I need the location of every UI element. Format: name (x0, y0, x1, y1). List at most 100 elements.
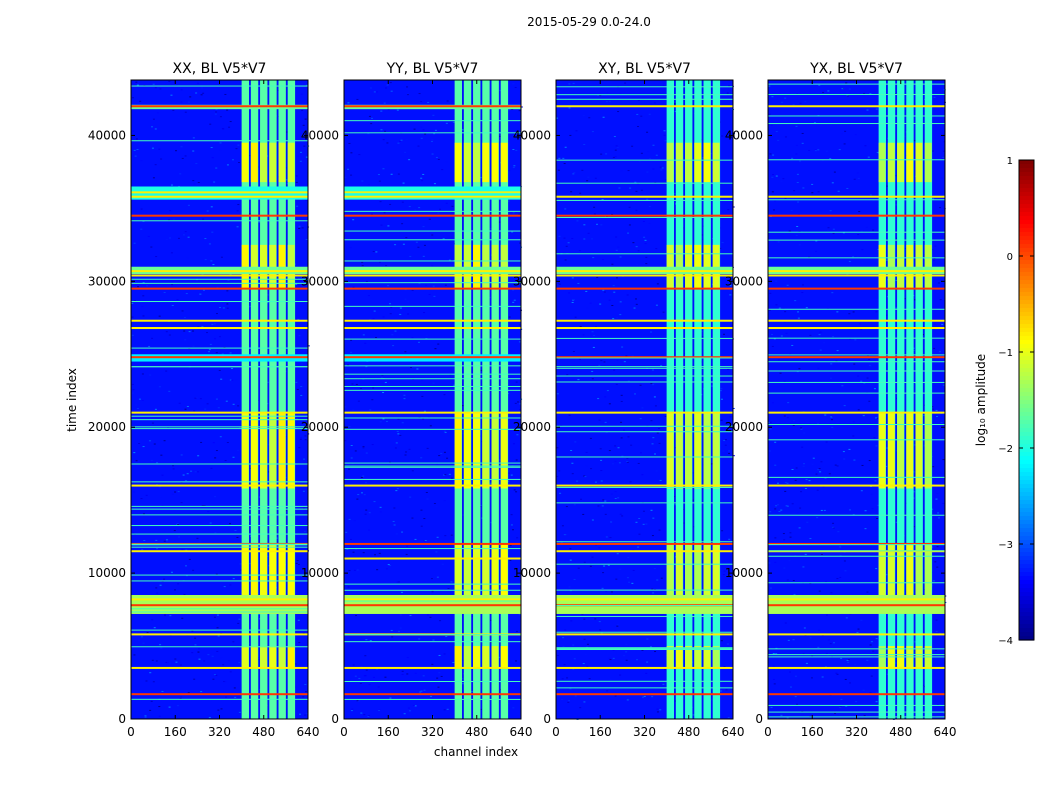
heatmap-cell (438, 672, 441, 674)
heatmap-cell (452, 121, 455, 123)
heatmap-cell (621, 346, 624, 348)
heatmap-cell (432, 639, 435, 641)
heatmap-cell (620, 400, 623, 402)
heatmap-rfi-row (556, 633, 733, 636)
heatmap-cell (682, 522, 685, 524)
heatmap-cell (430, 578, 433, 580)
heatmap-band-column (666, 80, 674, 719)
heatmap-cell (933, 258, 936, 260)
heatmap-cell (569, 559, 572, 561)
heatmap-cell (809, 334, 812, 336)
heatmap-cell (195, 397, 198, 399)
heatmap-cell (196, 537, 199, 539)
heatmap-rfi-row (768, 411, 945, 414)
heatmap-cell (394, 330, 397, 332)
colorbar-segment (1019, 312, 1034, 317)
heatmap-cell (861, 464, 864, 466)
heatmap-cell (372, 318, 375, 320)
heatmap-cell (652, 384, 655, 386)
heatmap-cell (836, 465, 839, 467)
heatmap-cell (732, 206, 735, 208)
heatmap-cell (606, 690, 609, 692)
heatmap-cell (562, 645, 565, 647)
heatmap-cell (215, 313, 218, 315)
heatmap-cell (565, 245, 568, 247)
heatmap-cell (199, 398, 202, 400)
heatmap-cell (238, 662, 241, 664)
heatmap-cell (142, 446, 145, 448)
heatmap-cell (637, 99, 640, 101)
heatmap-cell (149, 374, 152, 376)
heatmap-cell (356, 569, 359, 571)
heatmap-cell (369, 409, 372, 411)
heatmap-cell (307, 345, 310, 347)
heatmap-cell (267, 428, 270, 430)
y-tick-label: 20000 (301, 420, 339, 434)
heatmap-cell (640, 189, 643, 191)
heatmap-cell (421, 180, 424, 182)
heatmap-cell (663, 130, 666, 132)
heatmap-cell (626, 294, 629, 296)
heatmap-cell (779, 372, 782, 374)
heatmap-cell (818, 590, 821, 592)
heatmap-cell (172, 218, 175, 220)
heatmap-cell (140, 208, 143, 210)
heatmap-rfi-row (344, 604, 521, 607)
heatmap-cell (615, 578, 618, 580)
heatmap-cell (138, 443, 141, 445)
heatmap-cell (620, 170, 623, 172)
heatmap-cell (774, 200, 777, 202)
heatmap-cell (601, 505, 604, 507)
heatmap-cell (860, 230, 863, 232)
heatmap-cell (787, 639, 790, 641)
heatmap-rfi-row (131, 646, 308, 648)
heatmap-cell (780, 335, 783, 337)
heatmap-cell (931, 150, 934, 152)
heatmap-cell (875, 445, 878, 447)
heatmap-cell (650, 331, 653, 333)
heatmap-cell (839, 546, 842, 548)
heatmap-cell (430, 695, 433, 697)
heatmap-cell (840, 133, 843, 135)
heatmap-cell (626, 699, 629, 701)
heatmap-band-column (924, 80, 933, 719)
heatmap-cell (234, 696, 237, 698)
colorbar-segment (1019, 628, 1034, 633)
colorbar-segment (1019, 308, 1034, 313)
colorbar-segment (1019, 596, 1034, 601)
heatmap-cell (423, 518, 426, 520)
heatmap-band-block (712, 412, 720, 489)
heatmap-cell (152, 118, 155, 120)
heatmap-cell (794, 479, 797, 481)
heatmap-rfi-row (344, 462, 521, 464)
heatmap-cell (726, 92, 729, 94)
heatmap-cell (617, 111, 620, 113)
heatmap-cell (632, 569, 635, 571)
heatmap-rfi-row (768, 105, 945, 108)
heatmap-cell (594, 618, 597, 620)
heatmap-cell (624, 82, 627, 84)
heatmap-cell (305, 239, 308, 241)
colorbar-segment (1019, 612, 1034, 617)
heatmap-cell (568, 414, 571, 416)
heatmap-rfi-row (344, 319, 521, 322)
heatmap-rfi-row (556, 287, 733, 290)
heatmap-rfi-row (344, 214, 521, 217)
heatmap-cell (649, 646, 652, 648)
heatmap-cell (711, 463, 714, 465)
heatmap-cell (480, 504, 483, 506)
heatmap-cell (206, 403, 209, 405)
heatmap-cell (817, 149, 820, 151)
heatmap-rfi-row (344, 338, 521, 340)
heatmap-band-block (915, 412, 923, 489)
heatmap-cell (231, 368, 234, 370)
heatmap-cell (177, 524, 180, 526)
heatmap-cell (874, 635, 877, 637)
heatmap-rfi-row (131, 633, 308, 636)
heatmap-cell (775, 175, 778, 177)
heatmap-cell (724, 439, 727, 441)
heatmap-cell (344, 406, 347, 408)
heatmap-band-column (685, 80, 693, 719)
heatmap-cell (137, 286, 140, 288)
heatmap-cell (831, 292, 834, 294)
